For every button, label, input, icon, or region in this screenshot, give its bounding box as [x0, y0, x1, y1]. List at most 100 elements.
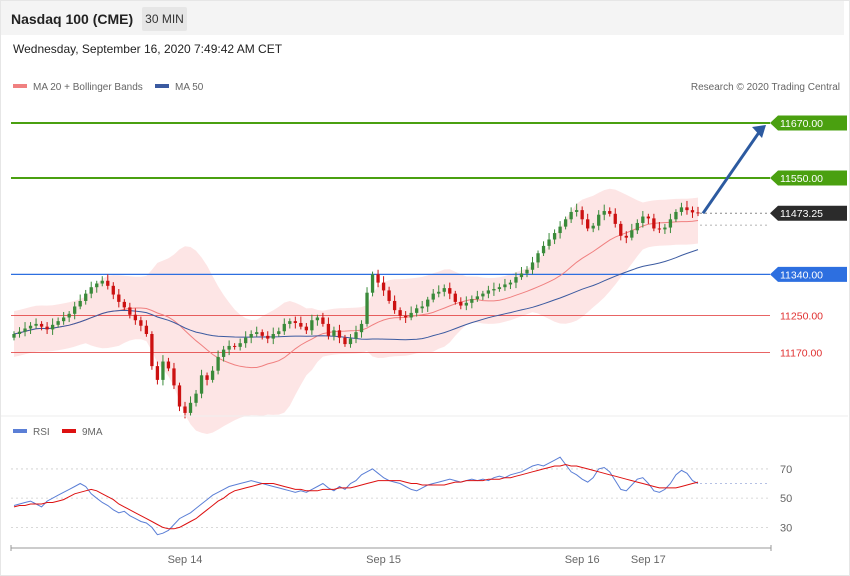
candle — [602, 204, 606, 221]
candle — [128, 302, 132, 319]
bollinger-bands — [14, 188, 698, 434]
candle — [403, 311, 408, 323]
candle — [586, 213, 590, 232]
level-label-11170.00: 11170.00 — [780, 347, 822, 359]
candle — [508, 279, 513, 290]
candle — [514, 272, 518, 289]
candle — [282, 318, 286, 335]
candle — [95, 280, 99, 293]
candle — [28, 322, 33, 334]
candle — [453, 290, 457, 305]
candle — [663, 223, 667, 234]
candle — [464, 296, 468, 311]
timestamp: Wednesday, September 16, 2020 7:49:42 AM… — [13, 42, 283, 56]
candle — [293, 316, 297, 329]
candle — [392, 295, 397, 314]
candle — [547, 233, 551, 250]
level-label-11670.00: 11670.00 — [780, 118, 823, 130]
candle — [67, 311, 71, 323]
candle — [73, 301, 77, 320]
candle — [260, 329, 264, 340]
candle — [657, 222, 662, 234]
candle — [541, 241, 546, 256]
candle — [188, 396, 193, 416]
candle — [205, 372, 209, 386]
price-levels — [11, 121, 770, 353]
candle — [23, 322, 27, 337]
candle — [232, 343, 237, 350]
candle — [89, 281, 93, 299]
candle — [409, 306, 413, 321]
forecast-arrow — [701, 124, 766, 215]
candle — [646, 213, 651, 224]
candle — [459, 297, 463, 310]
candle — [315, 314, 320, 326]
candle — [172, 362, 176, 390]
level-label-11473.25: 11473.25 — [780, 208, 823, 220]
candle — [12, 331, 16, 341]
ma20-legend-swatch — [13, 84, 27, 88]
candle — [574, 203, 579, 217]
candle — [381, 276, 386, 296]
candle — [326, 317, 331, 340]
level-label-11250.00: 11250.00 — [780, 311, 823, 323]
candle — [398, 307, 402, 321]
candle — [685, 200, 689, 215]
ma50-legend-swatch — [155, 84, 169, 88]
candle — [679, 202, 684, 216]
rsi-panel: 70 50 30 — [11, 456, 792, 536]
candle — [597, 210, 601, 231]
candle — [304, 322, 309, 334]
candle — [481, 290, 485, 301]
candle — [106, 274, 110, 290]
candle — [668, 213, 673, 234]
candle — [690, 206, 695, 218]
candle — [133, 308, 138, 325]
candle — [343, 334, 347, 347]
level-tag-11340.00 — [770, 266, 847, 282]
x-tick-label: Sep 14 — [168, 554, 203, 566]
candle — [442, 284, 446, 297]
candle — [34, 318, 38, 329]
candle — [155, 361, 160, 385]
candle — [624, 231, 628, 244]
candle — [635, 219, 639, 234]
credit-text: Research © 2020 Trading Central — [691, 82, 840, 93]
x-tick-label: Sep 16 — [565, 554, 600, 566]
candle — [78, 294, 82, 310]
candle — [619, 221, 623, 241]
x-tick-label: Sep 15 — [366, 554, 401, 566]
candle — [332, 326, 336, 341]
timeframe-badge[interactable]: 30 MIN — [142, 7, 187, 31]
candle — [45, 322, 49, 334]
candle — [84, 289, 88, 305]
bollinger-band-fill — [14, 188, 698, 434]
x-axis: Sep 14 Sep 15 Sep 16 Sep 17 — [10, 545, 772, 566]
candle — [271, 327, 275, 345]
candle — [194, 389, 198, 407]
candle — [415, 304, 419, 317]
candle — [591, 222, 595, 233]
candle — [552, 229, 557, 245]
candle — [310, 314, 314, 335]
candle — [17, 327, 22, 338]
candle — [569, 207, 573, 223]
candles — [12, 200, 700, 419]
candle — [161, 355, 165, 386]
rsi-level-label: 30 — [780, 522, 792, 534]
candle — [244, 331, 248, 348]
candle — [530, 256, 535, 275]
candle — [580, 206, 584, 225]
level-label-11550.00: 11550.00 — [780, 173, 823, 185]
candle — [348, 334, 353, 348]
rsi-ma-legend-swatch — [62, 429, 76, 433]
candle — [376, 269, 380, 288]
candle — [117, 289, 121, 308]
candle — [288, 318, 292, 329]
level-tag-11473.25 — [770, 205, 847, 221]
level-label-11340.00: 11340.00 — [780, 269, 823, 281]
ma20-legend-label: MA 20 + Bollinger Bands — [33, 82, 143, 93]
candle — [111, 282, 115, 300]
instrument-title: Nasdaq 100 (CME) — [11, 11, 134, 27]
